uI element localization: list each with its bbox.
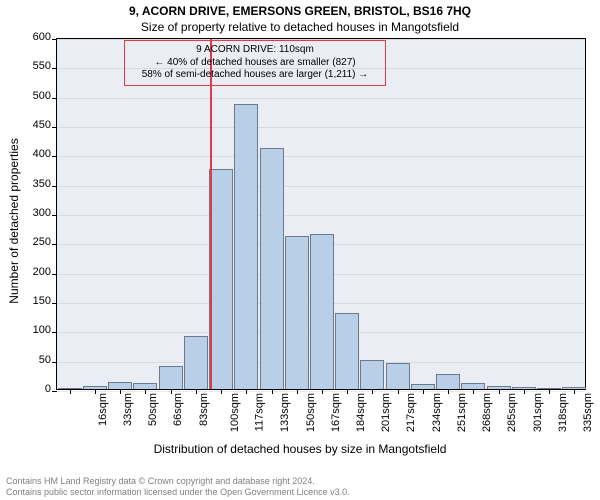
x-tick-mark bbox=[246, 389, 247, 394]
x-tick-mark bbox=[398, 389, 399, 394]
y-tick-label: 300 bbox=[33, 207, 57, 219]
x-tick-mark bbox=[549, 389, 550, 394]
chart-title: 9, ACORN DRIVE, EMERSONS GREEN, BRISTOL,… bbox=[0, 4, 600, 18]
y-tick-label: 350 bbox=[33, 178, 57, 190]
x-tick-label: 217sqm bbox=[406, 393, 418, 432]
x-tick-label: 184sqm bbox=[355, 393, 367, 432]
histogram-bar bbox=[108, 382, 132, 389]
gridline bbox=[57, 127, 585, 128]
x-tick-mark bbox=[221, 389, 222, 394]
plot-area: 05010015020025030035040045050055060016sq… bbox=[56, 38, 586, 390]
x-tick-mark bbox=[322, 389, 323, 394]
x-tick-label: 301sqm bbox=[532, 393, 544, 432]
x-tick-label: 268sqm bbox=[481, 393, 493, 432]
info-line-2: ← 40% of detached houses are smaller (82… bbox=[133, 57, 377, 70]
x-tick-mark bbox=[473, 389, 474, 394]
x-tick-label: 16sqm bbox=[97, 393, 109, 426]
x-tick-label: 251sqm bbox=[456, 393, 468, 432]
x-tick-mark bbox=[499, 389, 500, 394]
gridline bbox=[57, 215, 585, 216]
histogram-bar bbox=[360, 360, 384, 389]
x-tick-label: 150sqm bbox=[305, 393, 317, 432]
x-tick-label: 83sqm bbox=[198, 393, 210, 426]
x-tick-label: 33sqm bbox=[122, 393, 134, 426]
x-tick-mark bbox=[196, 389, 197, 394]
gridline bbox=[57, 156, 585, 157]
x-tick-mark bbox=[95, 389, 96, 394]
x-tick-label: 50sqm bbox=[147, 393, 159, 426]
y-axis-label: Number of detached properties bbox=[7, 121, 21, 321]
x-tick-label: 117sqm bbox=[253, 393, 265, 431]
y-tick-label: 450 bbox=[33, 119, 57, 131]
x-tick-mark bbox=[120, 389, 121, 394]
gridline bbox=[57, 98, 585, 99]
x-tick-mark bbox=[272, 389, 273, 394]
x-tick-label: 66sqm bbox=[172, 393, 184, 426]
y-tick-label: 0 bbox=[45, 383, 57, 395]
x-tick-label: 335sqm bbox=[582, 393, 594, 432]
footer-line-1: Contains HM Land Registry data © Crown c… bbox=[6, 476, 350, 487]
gridline bbox=[57, 186, 585, 187]
y-tick-label: 150 bbox=[33, 295, 57, 307]
info-box: 9 ACORN DRIVE: 110sqm ← 40% of detached … bbox=[124, 40, 386, 86]
histogram-bar bbox=[159, 366, 183, 389]
y-tick-label: 600 bbox=[33, 31, 57, 43]
footer-attribution: Contains HM Land Registry data © Crown c… bbox=[6, 476, 350, 498]
x-tick-mark bbox=[423, 389, 424, 394]
x-tick-mark bbox=[524, 389, 525, 394]
property-marker-line bbox=[210, 39, 212, 389]
y-tick-label: 250 bbox=[33, 236, 57, 248]
x-tick-mark bbox=[574, 389, 575, 394]
y-tick-label: 100 bbox=[33, 324, 57, 336]
histogram-bar bbox=[310, 234, 334, 389]
histogram-bar bbox=[209, 169, 233, 389]
histogram-bar bbox=[285, 236, 309, 389]
x-tick-mark bbox=[297, 389, 298, 394]
histogram-bar bbox=[436, 374, 460, 389]
x-tick-mark bbox=[347, 389, 348, 394]
x-tick-label: 133sqm bbox=[279, 393, 291, 432]
y-tick-label: 500 bbox=[33, 90, 57, 102]
chart-subtitle: Size of property relative to detached ho… bbox=[0, 20, 600, 34]
x-tick-label: 167sqm bbox=[330, 393, 342, 432]
x-tick-label: 201sqm bbox=[380, 393, 392, 432]
y-tick-label: 400 bbox=[33, 148, 57, 160]
footer-line-2: Contains public sector information licen… bbox=[6, 487, 350, 498]
x-tick-label: 234sqm bbox=[431, 393, 443, 432]
x-tick-label: 100sqm bbox=[229, 393, 241, 432]
y-tick-label: 200 bbox=[33, 266, 57, 278]
x-tick-mark bbox=[70, 389, 71, 394]
histogram-bar bbox=[184, 336, 208, 389]
histogram-bar bbox=[234, 104, 258, 389]
x-tick-label: 285sqm bbox=[507, 393, 519, 432]
x-tick-mark bbox=[448, 389, 449, 394]
histogram-bar bbox=[386, 363, 410, 389]
x-axis-label: Distribution of detached houses by size … bbox=[0, 442, 600, 456]
x-tick-mark bbox=[372, 389, 373, 394]
histogram-bar bbox=[335, 313, 359, 389]
x-tick-mark bbox=[171, 389, 172, 394]
y-tick-label: 550 bbox=[33, 60, 57, 72]
y-tick-label: 50 bbox=[39, 354, 57, 366]
gridline bbox=[57, 391, 585, 392]
info-line-1: 9 ACORN DRIVE: 110sqm bbox=[133, 44, 377, 57]
info-line-3: 58% of semi-detached houses are larger (… bbox=[133, 69, 377, 82]
x-tick-mark bbox=[145, 389, 146, 394]
x-tick-label: 318sqm bbox=[557, 393, 569, 432]
histogram-bar bbox=[260, 148, 284, 389]
